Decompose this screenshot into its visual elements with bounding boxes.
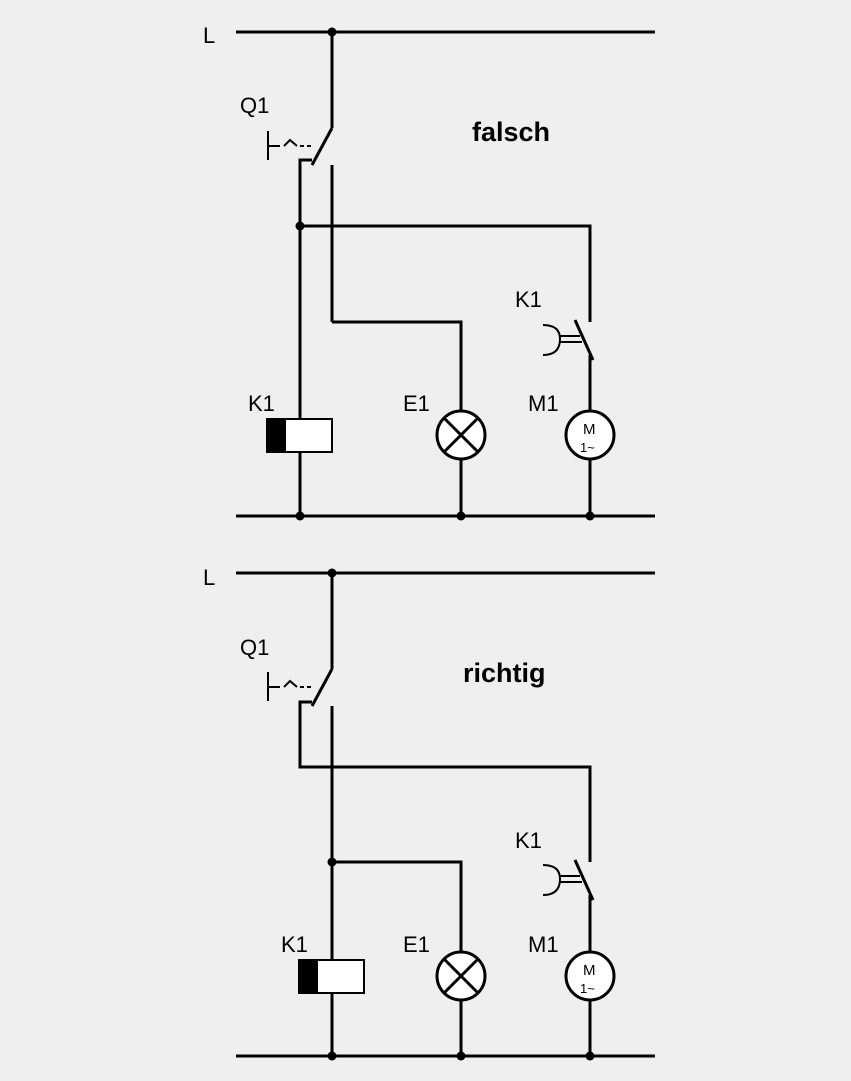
motor-symbol-text: M [583, 421, 596, 438]
junction-dot [456, 511, 466, 521]
contact-k1: K1 [515, 828, 595, 952]
breaker-label: Q1 [240, 635, 269, 660]
motor-symbol-sub: 1~ [580, 440, 595, 455]
breaker-q1: Q1 [240, 32, 334, 166]
motor-label: M1 [528, 391, 559, 416]
relay-wire [298, 158, 312, 516]
diagram-title: richtig [463, 658, 546, 688]
diagram-richtig: L richtig Q1 K1 [203, 565, 655, 1061]
motor-m1: M1 M 1~ [528, 932, 616, 1056]
motor-supply-wire [300, 224, 592, 322]
lamp-label: E1 [403, 932, 430, 957]
relay-label: K1 [281, 932, 308, 957]
diagram-falsch: L falsch Q1 K1 K [203, 23, 655, 521]
motor-symbol-sub: 1~ [580, 981, 595, 996]
contact-label: K1 [515, 828, 542, 853]
junction-dot [295, 511, 305, 521]
junction-dot [456, 1051, 466, 1061]
lamp-e1: E1 [403, 391, 487, 461]
diagram-title: falsch [472, 117, 550, 147]
junction-dot [327, 1051, 337, 1061]
breaker-label: Q1 [240, 93, 269, 118]
line-label: L [203, 565, 215, 590]
motor-m1: M1 M 1~ [528, 391, 616, 516]
contact-label: K1 [515, 287, 542, 312]
relay-label: K1 [248, 391, 275, 416]
lamp-label: E1 [403, 391, 430, 416]
contact-k1: K1 [515, 287, 595, 410]
motor-label: M1 [528, 932, 559, 957]
motor-symbol-text: M [583, 962, 596, 979]
lamp-e1: E1 [403, 932, 487, 1002]
relay-k1: K1 [281, 932, 365, 994]
breaker-q1: Q1 [240, 573, 334, 707]
junction-dot [585, 1051, 595, 1061]
motor-supply-wire [298, 700, 592, 862]
junction-dot [585, 511, 595, 521]
line-label: L [203, 23, 215, 48]
relay-k1: K1 [248, 391, 333, 453]
